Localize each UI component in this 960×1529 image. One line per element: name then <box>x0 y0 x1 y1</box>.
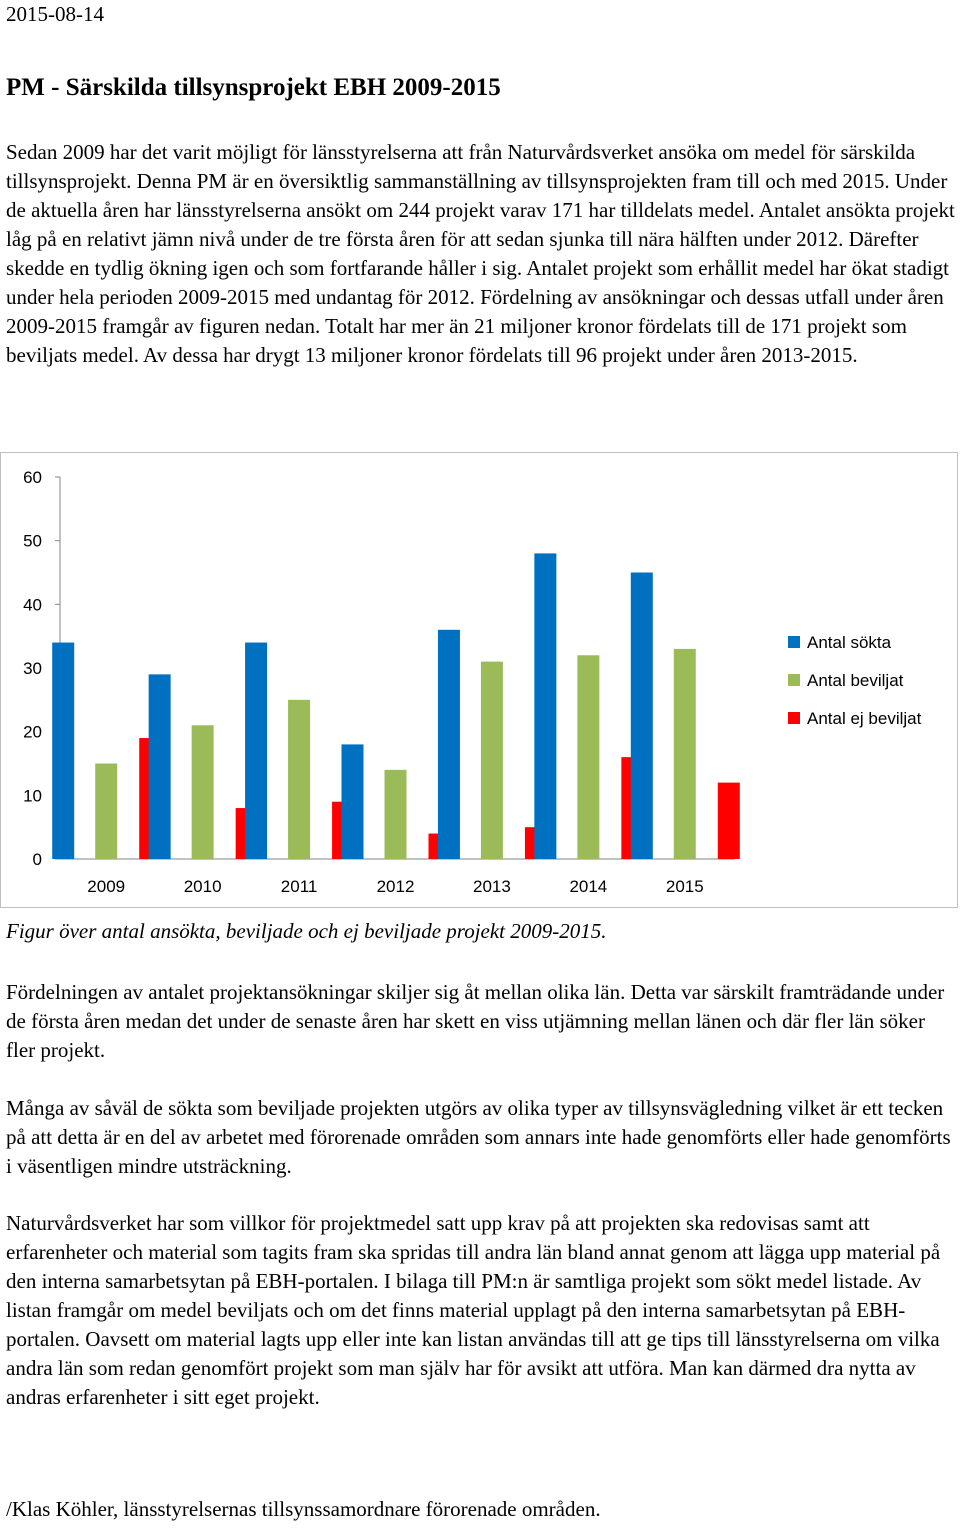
y-tick-label: 40 <box>23 595 42 614</box>
y-tick-label: 60 <box>23 468 42 487</box>
bar-antal-beviljat-2012 <box>384 769 407 859</box>
bar-antal-beviljat-2011 <box>288 699 311 859</box>
bar-antal-beviljat-2010 <box>191 725 214 859</box>
document-title: PM - Särskilda tillsynsprojekt EBH 2009-… <box>6 74 501 101</box>
legend-label: Antal ej beviljat <box>807 709 922 728</box>
legend-swatch <box>788 712 800 724</box>
chart-legend: Antal sökta Antal beviljat Antal ej bevilj… <box>788 633 922 728</box>
requirements-paragraph: Naturvårdsverket har som villkor för pro… <box>6 1211 941 1409</box>
intro-paragraph: Sedan 2009 har det varit möjligt för län… <box>6 140 955 367</box>
figure-caption: Figur över antal ansökta, beviljade och … <box>6 919 607 943</box>
bar-antal-sökta-2011 <box>245 642 268 859</box>
guidance-paragraph: Många av såväl de sökta som beviljade pr… <box>6 1096 951 1178</box>
legend-swatch <box>788 674 800 686</box>
bar-antal-sökta-2010 <box>148 674 171 859</box>
x-tick-label: 2015 <box>666 877 704 896</box>
bar-antal-beviljat-2014 <box>577 655 600 859</box>
bar-antal-sökta-2013 <box>437 629 460 859</box>
legend-swatch <box>788 636 800 648</box>
y-tick-label: 0 <box>33 850 42 869</box>
bar-antal-beviljat-2015 <box>673 648 696 859</box>
x-tick-label: 2014 <box>569 877 607 896</box>
y-tick-label: 30 <box>23 659 42 678</box>
y-tick-label: 10 <box>23 786 42 805</box>
legend-label: Antal sökta <box>807 633 892 652</box>
bar-antal-ej-beviljat-2015 <box>717 782 740 859</box>
signature: /Klas Köhler, länsstyrelsernas tillsynss… <box>6 1497 601 1521</box>
x-tick-label: 2010 <box>184 877 222 896</box>
bar-antal-sökta-2014 <box>534 553 557 859</box>
y-tick-label: 20 <box>23 723 42 742</box>
chart-plot-area: 0 10 20 30 40 50 60 2009 2010 2011 2012 2013 2014 201… <box>23 468 740 896</box>
legend-label: Antal beviljat <box>807 671 904 690</box>
bar-antal-sökta-2015 <box>630 572 653 859</box>
document-date: 2015-08-14 <box>6 2 104 26</box>
x-tick-label: 2011 <box>281 877 318 896</box>
bar-antal-beviljat-2013 <box>480 661 503 859</box>
bar-chart-svg: 0 10 20 30 40 50 60 2009 2010 2011 2012 2013 2014 201… <box>0 452 958 908</box>
bar-antal-beviljat-2009 <box>95 763 118 859</box>
x-tick-label: 2009 <box>87 877 125 896</box>
y-tick-label: 50 <box>23 532 42 551</box>
x-tick-label: 2012 <box>377 877 415 896</box>
distribution-paragraph: Fördelningen av antalet projektansökning… <box>6 980 945 1062</box>
bar-chart: 0 10 20 30 40 50 60 2009 2010 2011 2012 2013 2014 201… <box>0 452 960 912</box>
bar-antal-sökta-2009 <box>52 642 75 859</box>
bar-antal-sökta-2012 <box>341 744 364 859</box>
x-tick-label: 2013 <box>473 877 511 896</box>
